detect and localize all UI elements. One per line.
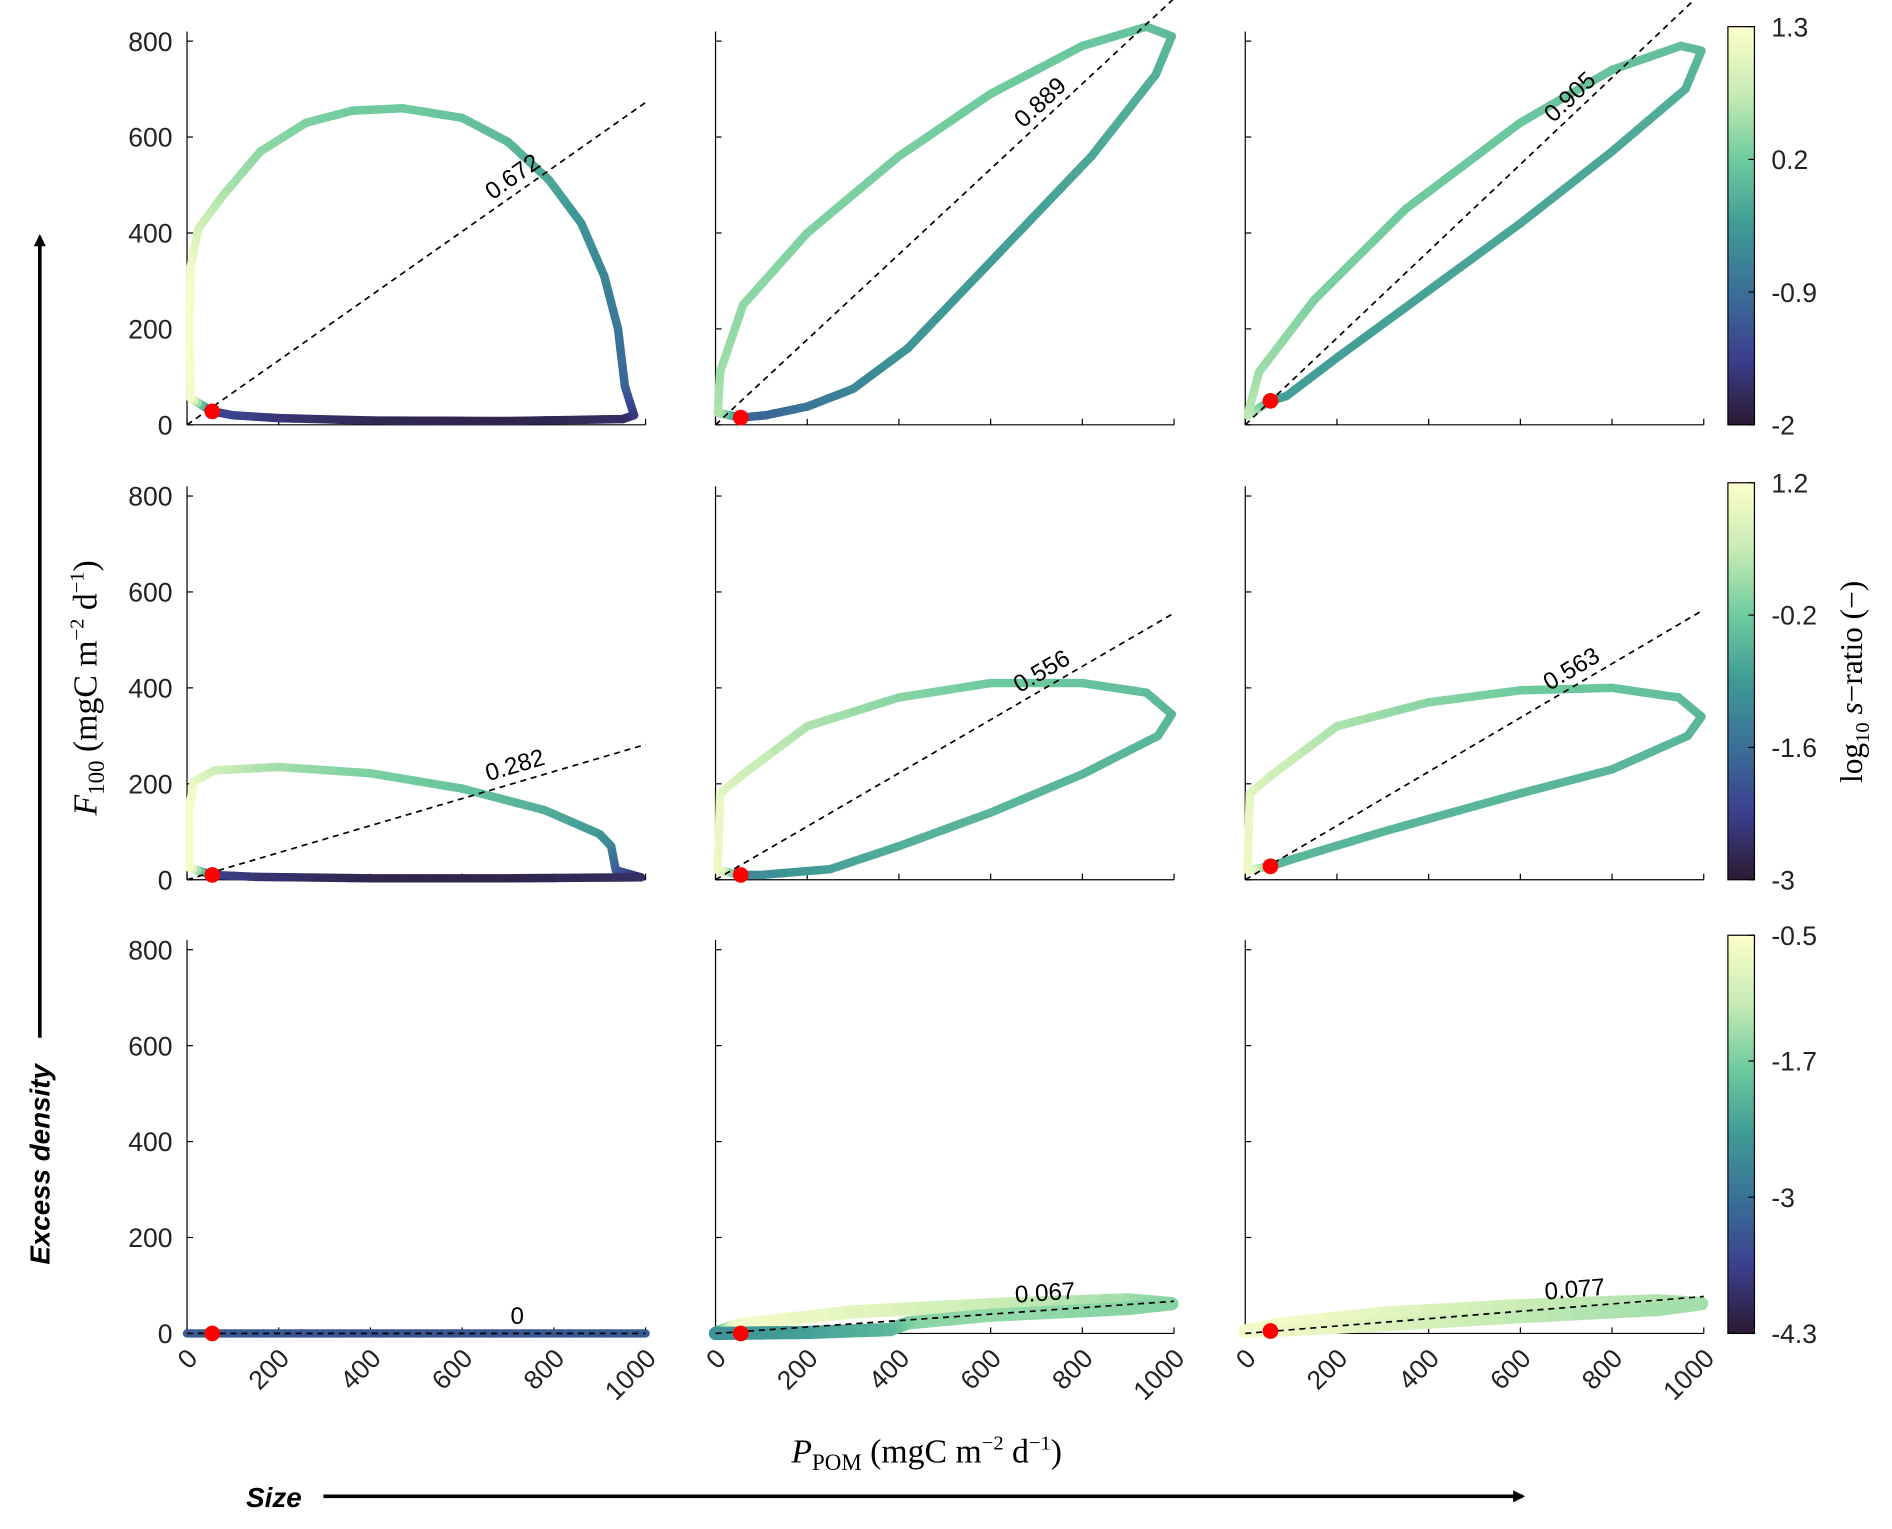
x-tick-label: 600 (954, 1343, 1007, 1396)
colorbar-1: 1.3 0.2 -0.9 -2 (1727, 12, 1817, 440)
y-tick-label: 0 (158, 1319, 173, 1349)
y-tick-label: 0 (158, 865, 173, 895)
colorbar-tick-label: -0.5 (1771, 921, 1817, 951)
y-tick-label: 800 (128, 935, 172, 965)
panel-r2-c1: 0 200 400 600 800 0.282 (128, 482, 647, 895)
x-tick-label: 800 (518, 1343, 571, 1396)
initial-state-marker (732, 409, 749, 426)
y-tick-label: 0 (158, 410, 173, 440)
panels: 0 200 400 600 800 0.672 0.889 0.905 0 200 400 600 80… (128, 0, 1720, 1406)
initial-state-marker (204, 1325, 221, 1342)
y-tick-label: 200 (128, 315, 172, 345)
ratio-dashed-line (1244, 0, 1696, 426)
y-tick-label: 800 (128, 482, 172, 512)
colorbar-tick-label: 1.3 (1771, 12, 1808, 42)
x-tick-label: 0 (1230, 1343, 1262, 1375)
x-tick-label: 200 (771, 1343, 824, 1396)
colorbar-tick-label: -1.7 (1771, 1047, 1817, 1077)
ratio-dashed-line (715, 1300, 1175, 1335)
y-tick-label: 200 (128, 769, 172, 799)
y-tick-label: 400 (128, 219, 172, 249)
x-tick-label: 1000 (1127, 1343, 1190, 1406)
y-tick-label: 400 (128, 674, 172, 704)
x-tick-label: 200 (243, 1343, 296, 1396)
colorbar-tick-label: -0.2 (1771, 601, 1817, 631)
x-tick-label: 400 (863, 1343, 916, 1396)
panel-r2-c2: 0.556 (713, 486, 1176, 883)
x-tick-label: 0 (172, 1343, 204, 1375)
panel-r2-c3: 0.563 (1243, 486, 1706, 881)
size-label: Size (246, 1482, 302, 1513)
y-tick-label: 600 (128, 578, 172, 608)
initial-state-marker (732, 867, 749, 883)
ratio-dashed-line (1245, 1295, 1704, 1335)
x-tick-label: 400 (1392, 1343, 1445, 1396)
colorbars: 1.3 0.2 -0.9 -2 1.2 -0.2 -1.6 -3 -0.5 -1.7 -3 -4.3 (1727, 12, 1817, 1349)
colorbar-tick-label: -2 (1771, 410, 1795, 440)
x-tick-label: 200 (1301, 1343, 1354, 1396)
ratio-dashed-line (715, 612, 1175, 881)
colorbar-3: -0.5 -1.7 -3 -4.3 (1727, 921, 1817, 1349)
panel-r1-c2: 0.889 (713, 0, 1176, 426)
colorbar-tick-label: -4.3 (1771, 1319, 1817, 1349)
panel-r3-c3: 0 200 400 600 800 1000 0.077 (1230, 940, 1720, 1406)
panel-r1-c3: 0.905 (1243, 0, 1706, 426)
y-tick-label: 400 (128, 1127, 172, 1157)
panel-r1-c1: 0 200 400 600 800 0.672 (128, 27, 647, 440)
initial-state-marker (1262, 1323, 1279, 1339)
x-tick-label: 800 (1576, 1343, 1629, 1396)
initial-state-marker (1262, 393, 1279, 409)
ratio-dashed-line (186, 743, 646, 881)
colorbar-tick-label: 0.2 (1771, 145, 1808, 175)
colorbar-tick-label: -3 (1771, 865, 1795, 895)
ratio-label: 0.672 (480, 149, 545, 206)
x-axis-label: PPOM (mgC m−2 d−1) (790, 1432, 1062, 1475)
colorbar-rect (1727, 26, 1756, 426)
ratio-label: 0.067 (1014, 1278, 1076, 1309)
colorbar-rect (1727, 482, 1756, 881)
ratio-label: 0.556 (1009, 645, 1075, 699)
colorbar-tick-label: -3 (1771, 1183, 1795, 1213)
y-tick-label: 800 (128, 27, 172, 57)
x-tick-label: 1000 (1657, 1343, 1720, 1406)
x-tick-label: 600 (1484, 1343, 1537, 1396)
ratio-dashed-line (1244, 608, 1705, 881)
ratio-label: 0.905 (1539, 67, 1601, 128)
y-tick-label: 200 (128, 1223, 172, 1253)
colorbar-label: log10 s−ratio (−) (1834, 581, 1874, 783)
initial-state-marker (1262, 858, 1279, 875)
initial-state-marker (204, 403, 221, 420)
panel-r3-c1: 0 200 400 600 800 0 200 400 600 800 1000 0 (128, 935, 662, 1406)
initial-state-marker (732, 1325, 749, 1342)
y-tick-label: 600 (128, 1031, 172, 1061)
y-tick-label: 600 (128, 123, 172, 153)
colorbar-tick-label: -0.9 (1771, 278, 1817, 308)
colorbar-rect (1727, 934, 1756, 1335)
initial-state-marker (204, 867, 221, 883)
ratio-label: 0 (510, 1303, 523, 1330)
ratio-label: 0.077 (1544, 1274, 1606, 1306)
x-tick-label: 800 (1046, 1343, 1099, 1396)
colorbar-tick-label: 1.2 (1771, 468, 1808, 498)
x-tick-label: 400 (334, 1343, 387, 1396)
x-tick-label: 1000 (599, 1343, 662, 1406)
x-tick-label: 0 (700, 1343, 732, 1375)
colorbar-tick-label: -1.6 (1771, 733, 1817, 763)
excess-density-label: Excess density (24, 1063, 55, 1265)
x-tick-label: 600 (426, 1343, 479, 1396)
ratio-label: 0.282 (482, 744, 548, 787)
ratio-dashed-line (186, 101, 647, 426)
ratio-dashed-line (714, 0, 1174, 426)
y-axis-label: F100 (mgC m−2 d−1) (66, 560, 109, 816)
colorbar-2: 1.2 -0.2 -1.6 -3 (1727, 468, 1817, 895)
panel-r3-c2: 0 200 400 600 800 1000 0.067 (700, 940, 1190, 1406)
